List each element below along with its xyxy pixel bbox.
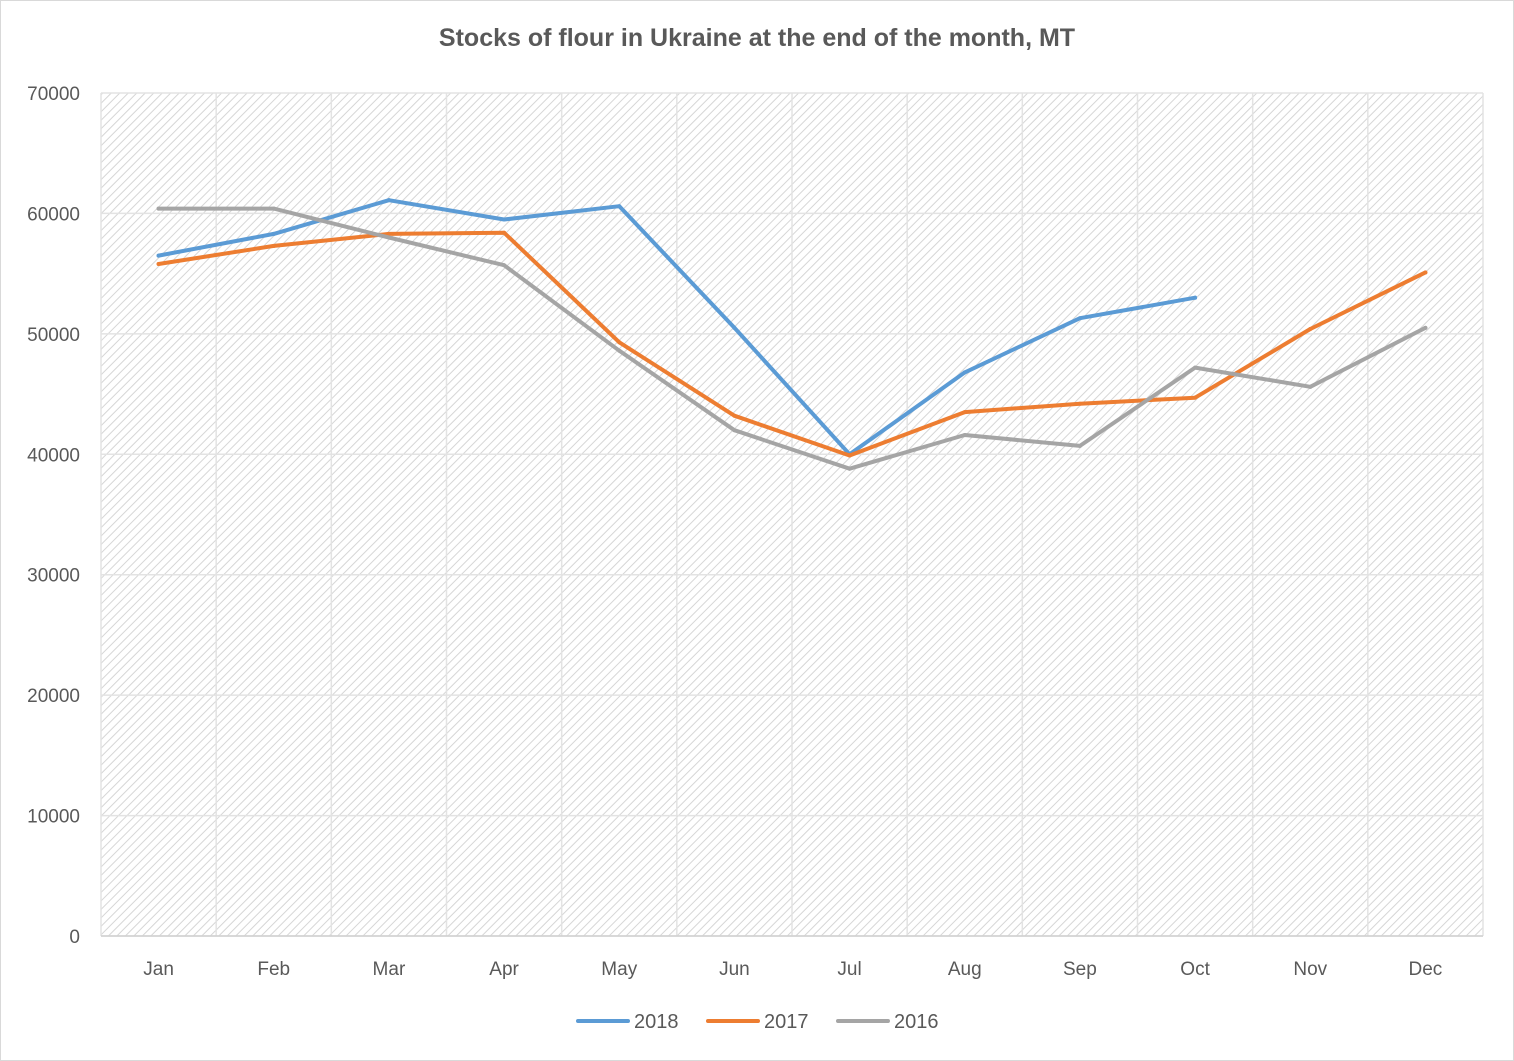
data-point-2018 bbox=[156, 253, 161, 258]
data-point-2017 bbox=[847, 453, 852, 458]
data-point-2017 bbox=[502, 230, 507, 235]
x-tick-label: May bbox=[601, 959, 637, 980]
data-point-2016 bbox=[1308, 384, 1313, 389]
x-axis-labels: Jan Feb Mar Apr May Jun Jul Aug Sep Oct Nov Dec bbox=[143, 959, 1442, 980]
legend-label: 2016 bbox=[894, 1011, 939, 1033]
chart-title: Stocks of flour in Ukraine at the end of… bbox=[438, 24, 1076, 52]
series-line-2018 bbox=[156, 198, 1198, 457]
data-point-2017 bbox=[1308, 327, 1313, 332]
data-point-2018 bbox=[1077, 316, 1082, 321]
data-point-2016 bbox=[847, 466, 852, 471]
series-lines bbox=[156, 198, 1428, 471]
data-point-2018 bbox=[271, 231, 276, 236]
gridlines bbox=[100, 92, 1484, 937]
data-point-2016 bbox=[271, 206, 276, 211]
data-point-2016 bbox=[1077, 443, 1082, 448]
y-tick-label: 50000 bbox=[27, 325, 80, 346]
y-axis-labels: 0 10000 20000 30000 40000 50000 60000 70000 bbox=[27, 84, 80, 948]
x-tick-label: Dec bbox=[1409, 959, 1443, 980]
data-point-2017 bbox=[962, 410, 967, 415]
data-point-2016 bbox=[386, 235, 391, 240]
x-tick-label: Jan bbox=[143, 959, 174, 980]
x-tick-label: Nov bbox=[1293, 959, 1327, 980]
y-tick-label: 10000 bbox=[27, 807, 80, 828]
legend-label: 2018 bbox=[634, 1011, 679, 1033]
y-tick-label: 70000 bbox=[27, 84, 80, 105]
y-tick-label: 60000 bbox=[27, 204, 80, 225]
y-tick-label: 40000 bbox=[27, 445, 80, 466]
data-point-2018 bbox=[1193, 295, 1198, 300]
data-point-2017 bbox=[617, 340, 622, 345]
data-point-2018 bbox=[502, 217, 507, 222]
data-point-2017 bbox=[156, 262, 161, 267]
data-point-2016 bbox=[732, 428, 737, 433]
x-tick-label: Sep bbox=[1063, 959, 1097, 980]
series-line-2016 bbox=[156, 206, 1428, 471]
data-point-2016 bbox=[156, 206, 161, 211]
x-tick-label: Jul bbox=[837, 959, 861, 980]
x-tick-label: Aug bbox=[948, 959, 982, 980]
data-point-2017 bbox=[732, 413, 737, 418]
data-point-2016 bbox=[962, 433, 967, 438]
legend: 2018 2017 2016 bbox=[576, 1011, 939, 1033]
y-tick-label: 20000 bbox=[27, 686, 80, 707]
x-tick-label: Feb bbox=[257, 959, 290, 980]
y-tick-label: 0 bbox=[69, 927, 80, 948]
data-point-2018 bbox=[386, 198, 391, 203]
legend-label: 2017 bbox=[764, 1011, 809, 1033]
data-point-2018 bbox=[962, 370, 967, 375]
y-tick-label: 30000 bbox=[27, 566, 80, 587]
data-point-2017 bbox=[1077, 401, 1082, 406]
series-line-2017 bbox=[156, 230, 1428, 458]
data-point-2016 bbox=[1193, 365, 1198, 370]
data-point-2018 bbox=[732, 325, 737, 330]
data-point-2016 bbox=[617, 348, 622, 353]
x-tick-label: Oct bbox=[1180, 959, 1210, 980]
data-point-2018 bbox=[617, 204, 622, 209]
data-point-2017 bbox=[271, 243, 276, 248]
data-point-2016 bbox=[1423, 325, 1428, 330]
x-tick-label: Jun bbox=[719, 959, 750, 980]
data-point-2017 bbox=[1193, 395, 1198, 400]
x-tick-label: Apr bbox=[489, 959, 519, 980]
data-point-2017 bbox=[386, 231, 391, 236]
x-tick-label: Mar bbox=[373, 959, 406, 980]
data-point-2016 bbox=[502, 263, 507, 268]
data-point-2017 bbox=[1423, 270, 1428, 275]
